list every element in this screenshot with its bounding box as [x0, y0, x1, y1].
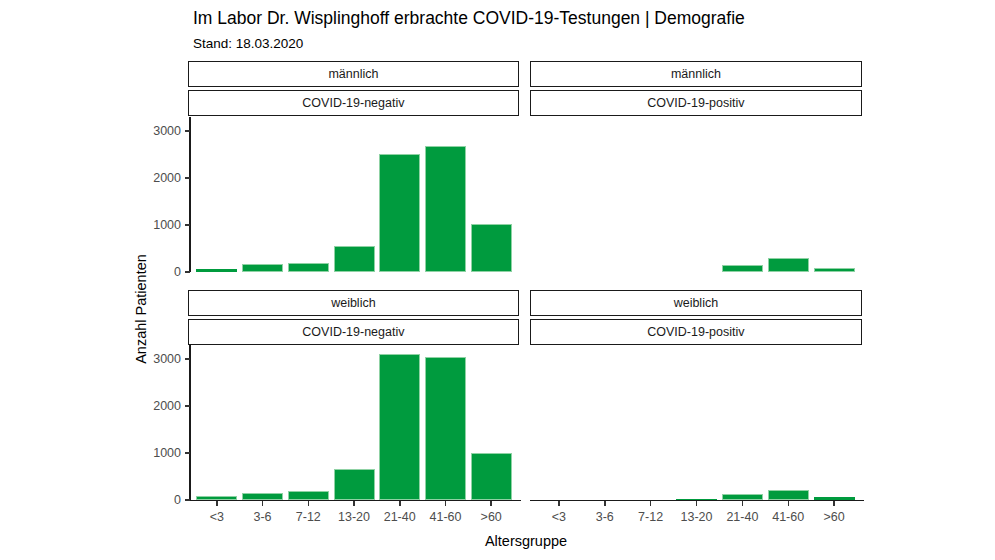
x-axis-title: Altersgruppe: [438, 533, 614, 549]
x-tick-label: 3-6: [240, 510, 286, 524]
x-tick-mark: [399, 501, 401, 506]
x-tick-label: <3: [194, 510, 240, 524]
y-axis-line-bottom: [189, 345, 191, 500]
bar->60: [471, 453, 512, 500]
x-tick-label: 3-6: [582, 510, 628, 524]
x-tick-label: 13-20: [331, 510, 377, 524]
facet-strip-result-top-left: COVID-19-negativ: [188, 90, 519, 116]
x-tick-mark: [445, 501, 447, 506]
strip-label: COVID-19-positiv: [647, 96, 744, 110]
bar->60: [814, 268, 855, 272]
bar-41-60: [425, 357, 466, 500]
x-tick-mark: [696, 501, 698, 506]
bar-41-60: [768, 258, 809, 272]
x-tick-mark: [216, 501, 218, 506]
x-tick-label: 7-12: [628, 510, 674, 524]
bar-21-40: [722, 265, 763, 272]
y-tick-label: 2000: [141, 171, 181, 185]
x-tick-mark: [558, 501, 560, 506]
bar-21-40: [379, 154, 420, 272]
bar-41-60: [425, 146, 466, 272]
bar-13-20: [334, 246, 375, 272]
x-tick-label: >60: [468, 510, 514, 524]
chart-subtitle: Stand: 18.03.2020: [193, 36, 303, 51]
x-tick-mark: [262, 501, 264, 506]
x-tick-mark: [604, 501, 606, 506]
strip-label: COVID-19-negativ: [302, 96, 404, 110]
facet-strip-sex-bottom-left: weiblich: [188, 290, 519, 316]
bar-3-6: [242, 264, 283, 272]
y-axis-title: Anzahl Patienten: [133, 231, 149, 387]
x-tick-label: <3: [536, 510, 582, 524]
facet-strip-sex-top-left: männlich: [188, 61, 519, 87]
bar-7-12: [288, 263, 329, 272]
x-tick-mark: [308, 501, 310, 506]
x-tick-mark: [650, 501, 652, 506]
facet-strip-result-bottom-right: COVID-19-positiv: [530, 319, 862, 345]
facet-strip-result-bottom-left: COVID-19-negativ: [188, 319, 519, 345]
strip-label: weiblich: [674, 296, 718, 310]
bar-<3: [196, 269, 237, 272]
strip-label: weiblich: [331, 296, 375, 310]
y-tick-mark: [185, 224, 190, 226]
chart-canvas: Im Labor Dr. Wisplinghoff erbrachte COVI…: [0, 0, 995, 560]
bar-21-40: [379, 354, 420, 500]
x-tick-label: 21-40: [377, 510, 423, 524]
panel-female-negative: [188, 345, 520, 500]
y-tick-mark: [185, 358, 190, 360]
y-tick-mark: [185, 405, 190, 407]
y-tick-label: 1000: [141, 218, 181, 232]
y-tick-mark: [185, 452, 190, 454]
panel-male-negative: [188, 117, 520, 272]
x-tick-label: 41-60: [765, 510, 811, 524]
y-tick-label: 2000: [141, 399, 181, 413]
y-tick-mark: [185, 130, 190, 132]
strip-label: COVID-19-positiv: [647, 325, 744, 339]
x-tick-label: >60: [811, 510, 857, 524]
x-tick-mark: [788, 501, 790, 506]
bar->60: [471, 224, 512, 272]
x-tick-label: 13-20: [674, 510, 720, 524]
panel-female-positive: [530, 345, 863, 500]
y-tick-label: 3000: [141, 124, 181, 138]
bar-13-20: [334, 469, 375, 500]
y-tick-mark: [185, 177, 190, 179]
facet-strip-result-top-right: COVID-19-positiv: [530, 90, 862, 116]
y-tick-mark: [185, 499, 190, 501]
x-tick-mark: [353, 501, 355, 506]
x-tick-mark: [742, 501, 744, 506]
x-tick-label: 41-60: [423, 510, 469, 524]
chart-title: Im Labor Dr. Wisplinghoff erbrachte COVI…: [193, 8, 745, 29]
y-axis-line-top: [189, 117, 191, 272]
y-tick-mark: [185, 271, 190, 273]
x-tick-label: 21-40: [719, 510, 765, 524]
y-tick-label: 1000: [141, 446, 181, 460]
panel-male-positive: [530, 117, 863, 272]
x-tick-mark: [833, 501, 835, 506]
y-tick-label: 0: [141, 493, 181, 507]
bar-41-60: [768, 490, 809, 500]
x-tick-mark: [490, 501, 492, 506]
x-tick-label: 7-12: [285, 510, 331, 524]
facet-strip-sex-bottom-right: weiblich: [530, 290, 862, 316]
facet-strip-sex-top-right: männlich: [530, 61, 862, 87]
strip-label: männlich: [671, 67, 721, 81]
strip-label: männlich: [328, 67, 378, 81]
strip-label: COVID-19-negativ: [302, 325, 404, 339]
